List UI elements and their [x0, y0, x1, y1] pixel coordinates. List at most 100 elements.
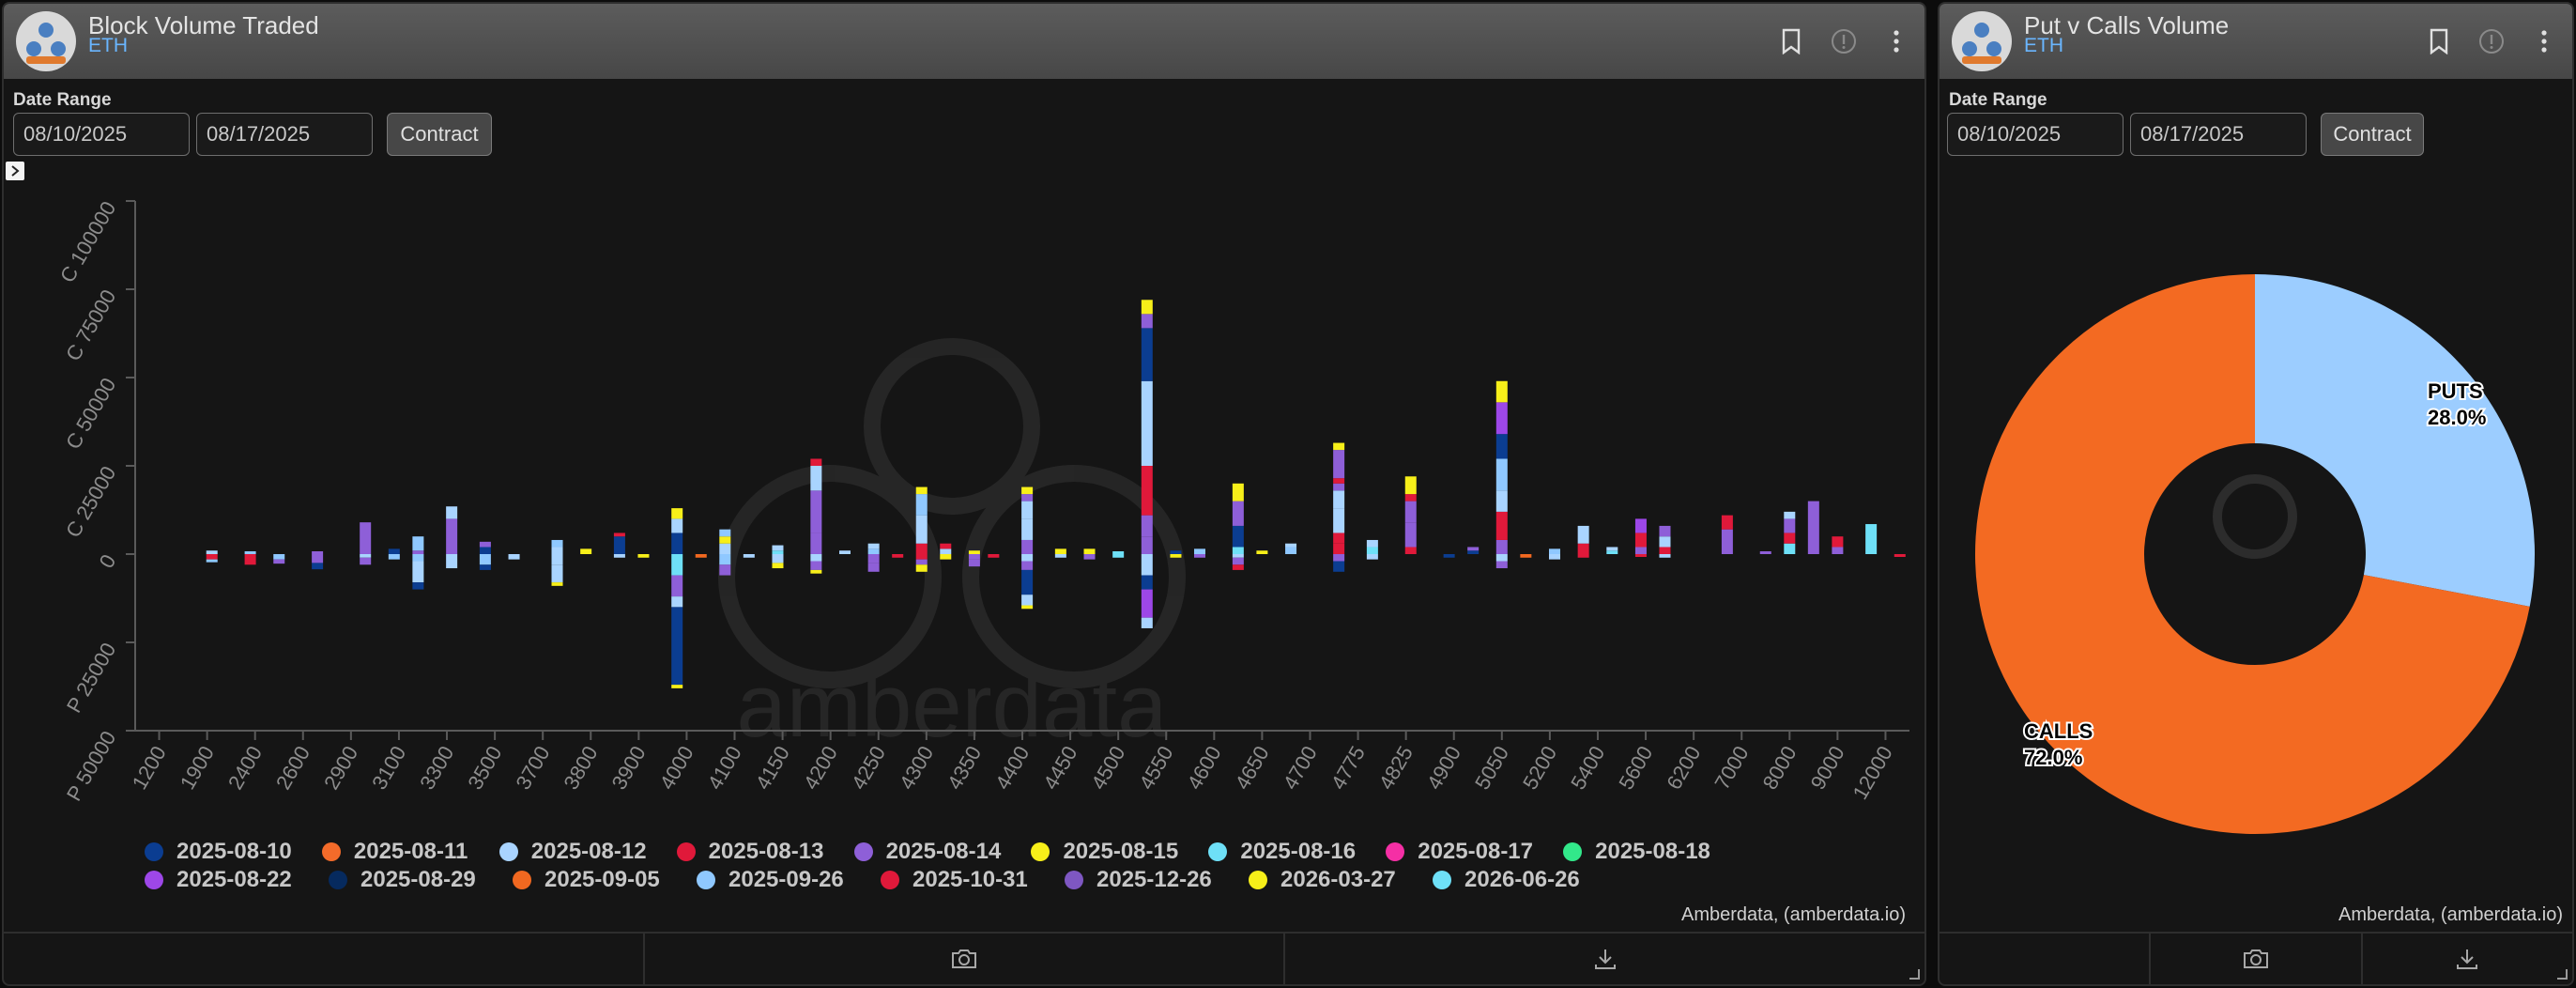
bar-segment[interactable]: [719, 564, 731, 576]
bar-segment[interactable]: [1659, 525, 1671, 537]
bar-segment[interactable]: [206, 559, 218, 563]
bar-segment[interactable]: [1333, 554, 1345, 562]
bar-segment[interactable]: [1865, 524, 1878, 554]
bar-segment[interactable]: [412, 550, 424, 554]
bar-segment[interactable]: [1333, 533, 1345, 544]
bar-segment[interactable]: [1232, 525, 1244, 548]
bar-segment[interactable]: [915, 559, 928, 565]
bar-segment[interactable]: [479, 541, 491, 548]
bar-segment[interactable]: [1495, 402, 1508, 435]
bar-segment[interactable]: [915, 564, 928, 572]
legend-item[interactable]: 2026-03-27: [1249, 866, 1433, 894]
bar-segment[interactable]: [671, 533, 683, 554]
bar-segment[interactable]: [1634, 533, 1647, 548]
legend-item[interactable]: 2025-08-13: [676, 838, 854, 866]
bar-segment[interactable]: [719, 529, 731, 537]
bar-segment[interactable]: [1285, 543, 1297, 548]
bar-segment[interactable]: [388, 554, 400, 560]
bar-segment[interactable]: [1021, 605, 1034, 610]
bar-segment[interactable]: [1141, 328, 1153, 381]
legend-item[interactable]: 2025-08-11: [321, 838, 499, 866]
bar-segment[interactable]: [446, 518, 458, 554]
bar-segment[interactable]: [312, 563, 324, 570]
bar-segment[interactable]: [915, 486, 928, 495]
bar-segment[interactable]: [772, 550, 784, 554]
bar-segment[interactable]: [1495, 490, 1508, 512]
bar-segment[interactable]: [1807, 501, 1819, 554]
bar-segment[interactable]: [1141, 617, 1153, 628]
bar-segment[interactable]: [1894, 554, 1906, 558]
bar-segment[interactable]: [1083, 548, 1096, 554]
legend-item[interactable]: 2025-08-16: [1208, 838, 1386, 866]
bar-segment[interactable]: [772, 554, 784, 563]
bar-segment[interactable]: [810, 466, 822, 491]
bar-segment[interactable]: [1549, 554, 1560, 560]
legend-item[interactable]: 2025-08-12: [498, 838, 677, 866]
screenshot-button[interactable]: [2149, 934, 2360, 984]
bar-segment[interactable]: [1404, 494, 1417, 502]
bar-segment[interactable]: [1366, 547, 1378, 554]
bar-segment[interactable]: [810, 561, 822, 570]
bar-segment[interactable]: [772, 545, 784, 551]
bar-segment[interactable]: [1021, 539, 1034, 554]
bar-segment[interactable]: [312, 554, 324, 563]
bar-segment[interactable]: [1141, 300, 1153, 315]
bar-segment[interactable]: [810, 490, 822, 533]
bar-segment[interactable]: [1495, 458, 1508, 491]
resize-handle-icon[interactable]: [2555, 967, 2568, 980]
bar-segment[interactable]: [551, 564, 563, 583]
bar-segment[interactable]: [671, 575, 683, 597]
bar-segment[interactable]: [206, 550, 218, 554]
contract-button[interactable]: Contract: [387, 113, 492, 156]
bar-segment[interactable]: [1021, 569, 1034, 595]
bar-segment[interactable]: [1404, 547, 1417, 554]
bar-segment[interactable]: [915, 494, 928, 516]
legend-item[interactable]: 2025-08-15: [1031, 838, 1208, 866]
legend-item[interactable]: 2025-08-10: [145, 838, 322, 866]
bar-segment[interactable]: [1721, 515, 1733, 530]
bar-segment[interactable]: [479, 564, 491, 570]
bar-segment[interactable]: [1606, 550, 1618, 554]
bar-segment[interactable]: [551, 547, 563, 554]
bar-segment[interactable]: [206, 554, 218, 560]
bar-segment[interactable]: [1467, 550, 1480, 554]
legend-item[interactable]: 2025-10-31: [881, 866, 1065, 894]
legend-item[interactable]: 2025-12-26: [1065, 866, 1249, 894]
bookmark-icon[interactable]: [1776, 26, 1806, 56]
legend-item[interactable]: 2025-08-14: [853, 838, 1032, 866]
bar-segment[interactable]: [1021, 561, 1034, 570]
bar-segment[interactable]: [1495, 380, 1508, 403]
start-date-input[interactable]: 08/10/2025: [1947, 113, 2124, 156]
bar-segment[interactable]: [1170, 554, 1182, 558]
bar-segment[interactable]: [312, 550, 324, 554]
bar-segment[interactable]: [1366, 554, 1378, 560]
bar-segment[interactable]: [1495, 511, 1508, 540]
bar-segment[interactable]: [1784, 543, 1796, 554]
bar-segment[interactable]: [1021, 594, 1034, 606]
bookmark-icon[interactable]: [2424, 26, 2454, 56]
legend-item[interactable]: 2025-09-26: [697, 866, 881, 894]
legend-item[interactable]: 2025-09-05: [513, 866, 697, 894]
bar-segment[interactable]: [1021, 486, 1034, 495]
bar-segment[interactable]: [1333, 508, 1345, 533]
bar-segment[interactable]: [1194, 554, 1205, 558]
bar-segment[interactable]: [1366, 539, 1378, 548]
bar-segment[interactable]: [988, 554, 1000, 558]
bar-segment[interactable]: [1194, 548, 1205, 554]
info-icon[interactable]: [2476, 26, 2507, 56]
bar-segment[interactable]: [244, 550, 256, 554]
bar-segment[interactable]: [1112, 550, 1125, 554]
bar-segment[interactable]: [1577, 525, 1589, 544]
bar-segment[interactable]: [671, 508, 683, 519]
bar-segment[interactable]: [412, 561, 424, 583]
bar-segment[interactable]: [360, 557, 372, 565]
expand-toggle-icon[interactable]: [6, 162, 24, 180]
bar-segment[interactable]: [1577, 554, 1589, 558]
bar-segment[interactable]: [915, 554, 928, 560]
bar-segment[interactable]: [360, 554, 372, 558]
bar-segment[interactable]: [719, 536, 731, 544]
bar-segment[interactable]: [1333, 478, 1345, 484]
bar-segment[interactable]: [940, 543, 952, 549]
bar-segment[interactable]: [1141, 314, 1153, 329]
bar-segment[interactable]: [551, 582, 563, 586]
